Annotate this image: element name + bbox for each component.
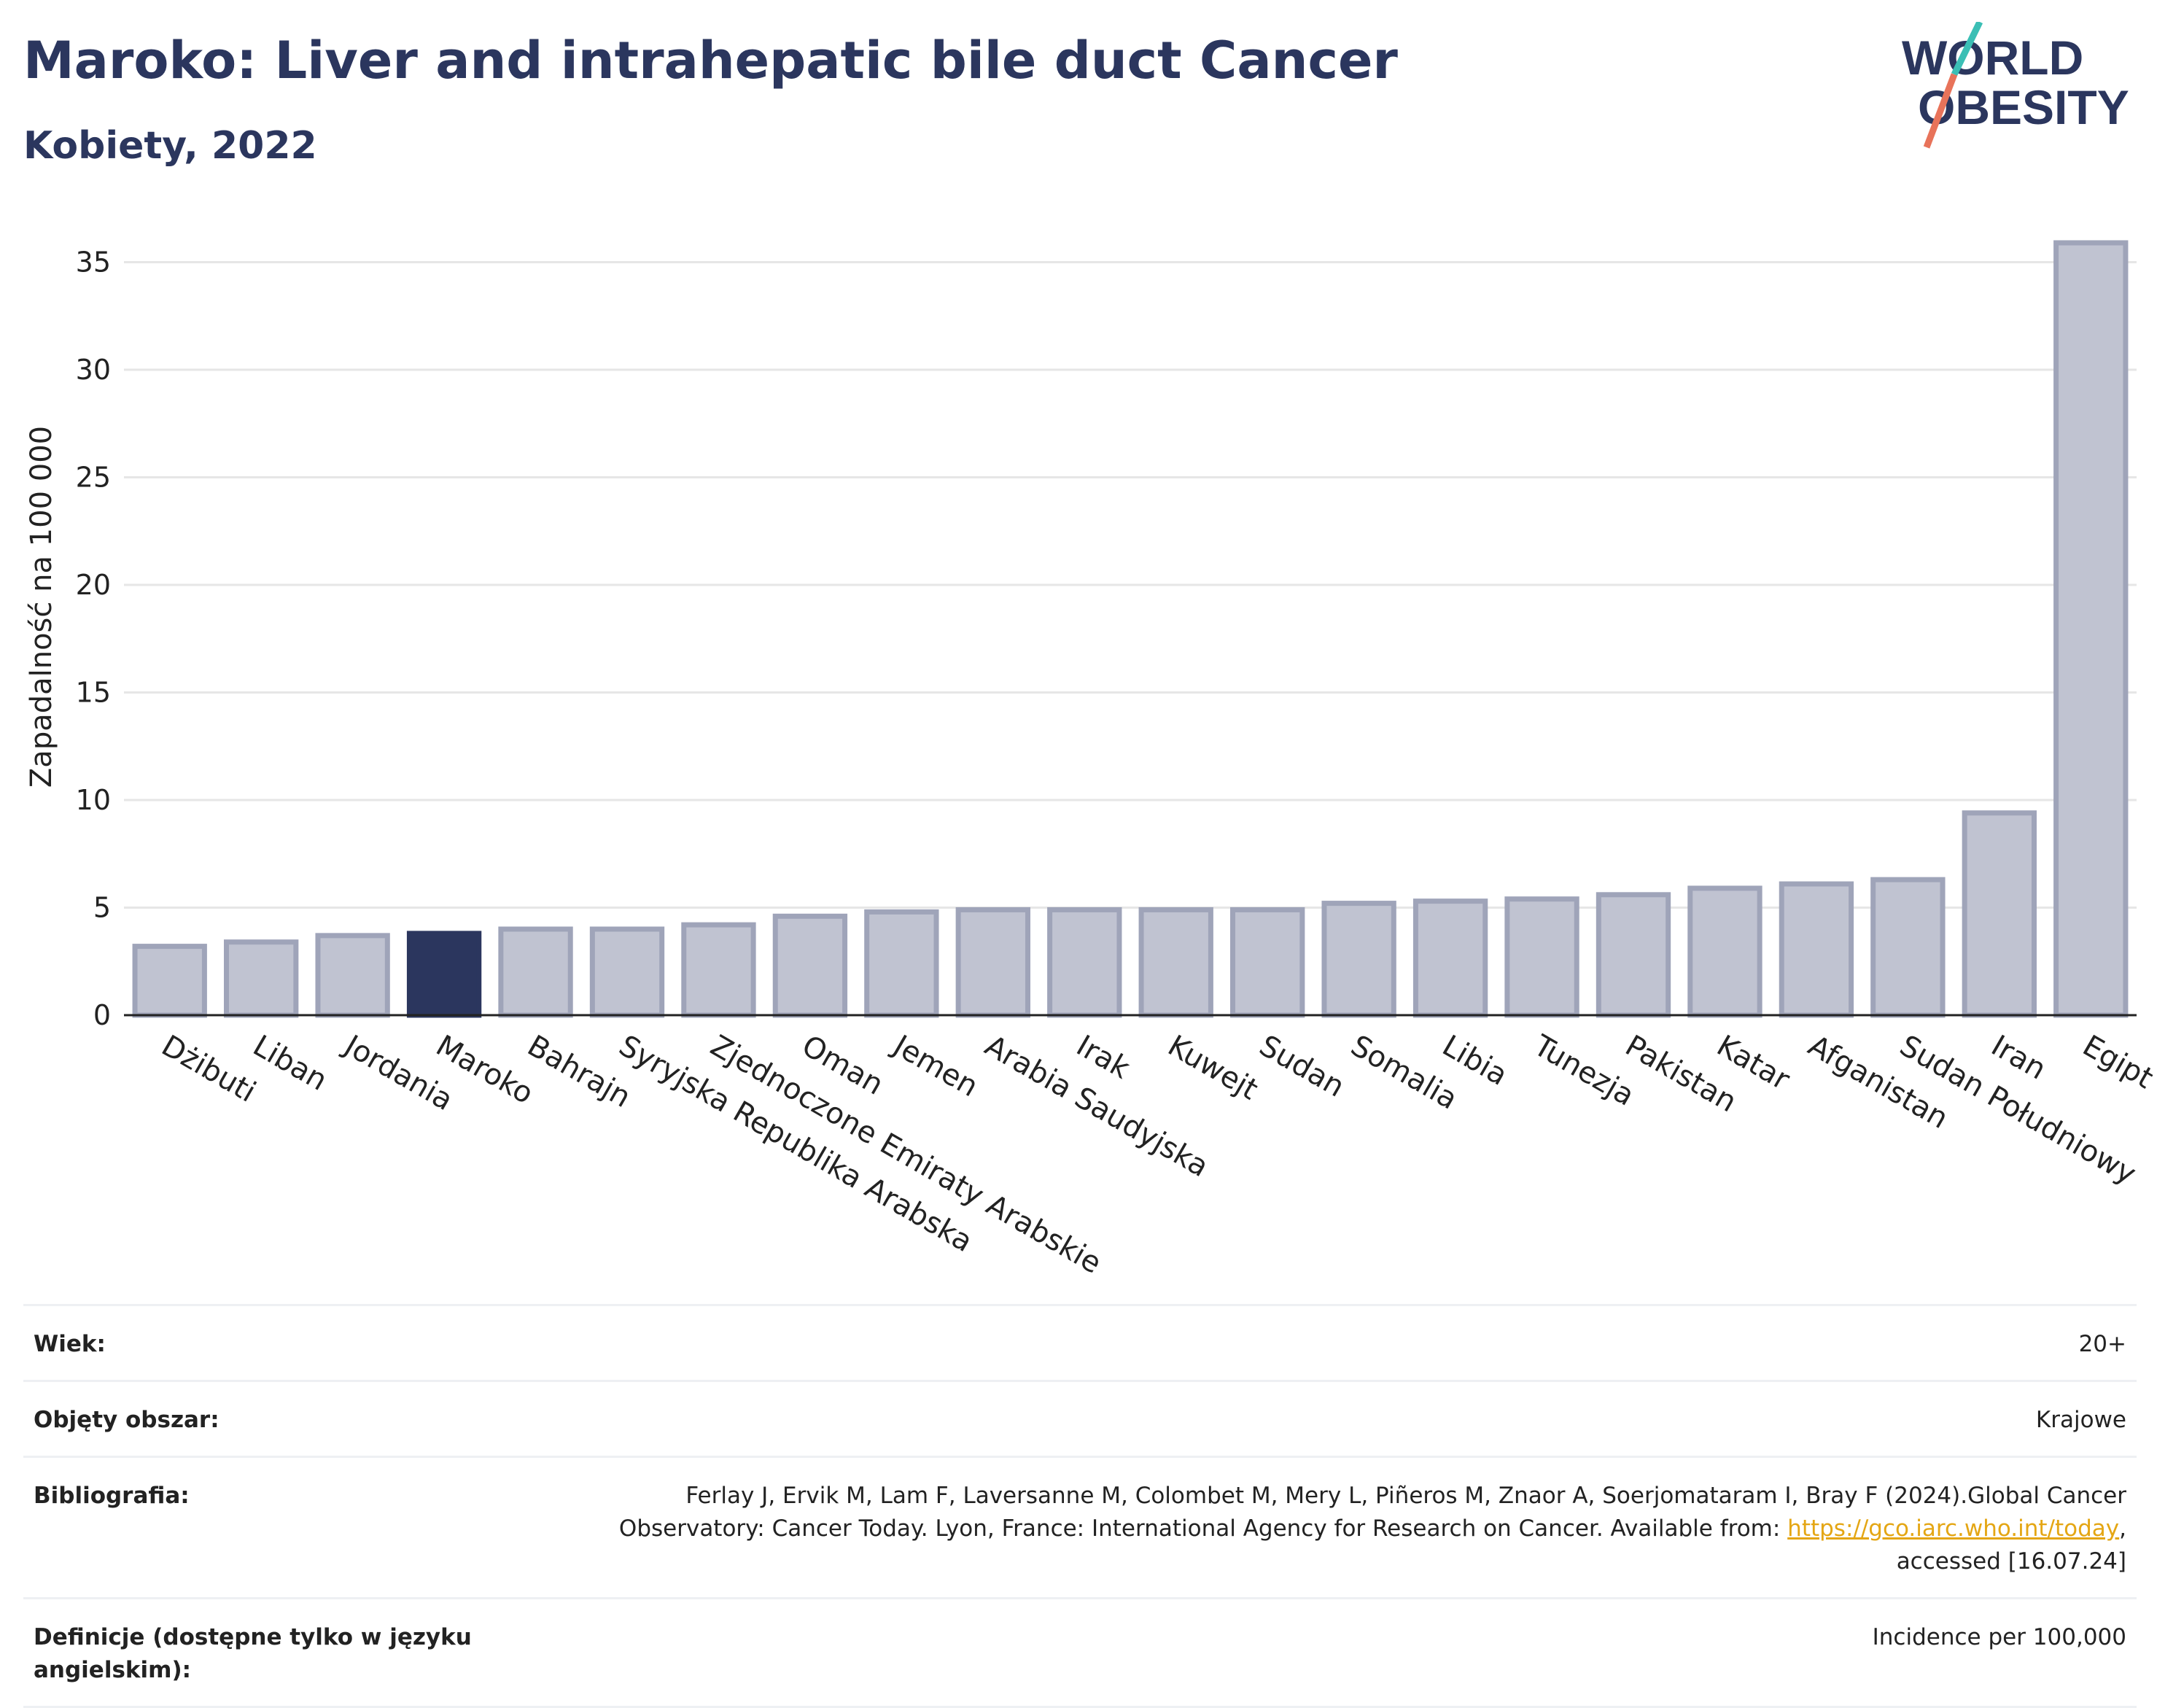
bar-0[interactable] bbox=[132, 944, 207, 1018]
meta-label-age: Wiek: bbox=[34, 1331, 106, 1357]
bar-14[interactable] bbox=[1412, 898, 1488, 1018]
x-tick-label: Bahrajn bbox=[522, 1029, 637, 1114]
world-obesity-logo[interactable]: WORLD OBESITY bbox=[1896, 22, 2144, 153]
y-axis-title: Zapadalność na 100 000 bbox=[25, 426, 58, 788]
bar-6[interactable] bbox=[681, 922, 756, 1018]
bar-8[interactable] bbox=[864, 909, 939, 1018]
x-tick-label: Egipt bbox=[2077, 1029, 2157, 1095]
bar-17[interactable] bbox=[1687, 885, 1762, 1018]
y-tick-label: 5 bbox=[93, 892, 111, 924]
y-tick-label: 0 bbox=[93, 999, 111, 1031]
logo-line-1: WORLD bbox=[1902, 31, 2083, 85]
x-tick-label: Sudan bbox=[1254, 1029, 1350, 1104]
logo-line-2: OBESITY bbox=[1918, 80, 2129, 134]
bar-12[interactable] bbox=[1230, 907, 1305, 1018]
meta-value-definitions: Incidence per 100,000 bbox=[1872, 1623, 2126, 1650]
page-subtitle: Kobiety, 2022 bbox=[23, 124, 317, 168]
bar-10[interactable] bbox=[1047, 907, 1122, 1018]
page-title: Maroko: Liver and intrahepatic bile duct… bbox=[23, 31, 1398, 90]
bar-19[interactable] bbox=[1870, 877, 1946, 1018]
bar-1[interactable] bbox=[224, 939, 299, 1018]
meta-row-bibliography: Bibliografia: Ferlay J, Ervik M, Lam F, … bbox=[23, 1455, 2137, 1597]
x-tick-label: Tunezja bbox=[1528, 1028, 1640, 1112]
y-tick-label: 35 bbox=[76, 247, 111, 279]
meta-row-definitions: Definicje (dostępne tylko w języku angie… bbox=[23, 1596, 2137, 1708]
meta-label-definitions: Definicje (dostępne tylko w języku angie… bbox=[34, 1623, 472, 1683]
bar-18[interactable] bbox=[1779, 881, 1854, 1018]
bar-15[interactable] bbox=[1504, 896, 1579, 1018]
y-tick-label: 30 bbox=[76, 354, 111, 386]
y-tick-label: 20 bbox=[76, 569, 111, 601]
bibliography-link[interactable]: https://gco.iarc.who.int/today bbox=[1787, 1515, 2120, 1542]
y-tick-label: 15 bbox=[76, 677, 111, 709]
x-tick-label: Jemen bbox=[886, 1028, 984, 1103]
meta-value-bibliography: Ferlay J, Ervik M, Lam F, Laversanne M, … bbox=[537, 1480, 2126, 1578]
x-tick-label: Kuwejt bbox=[1162, 1029, 1264, 1107]
meta-row-area: Objęty obszar: Krajowe bbox=[23, 1379, 2137, 1456]
meta-row-age: Wiek: 20+ bbox=[23, 1304, 2137, 1380]
bar-2[interactable] bbox=[315, 933, 390, 1018]
meta-value-area: Krajowe bbox=[2035, 1406, 2126, 1433]
meta-label-bibliography: Bibliografia: bbox=[34, 1482, 190, 1509]
y-tick-label: 10 bbox=[76, 784, 111, 816]
x-tick-label: Liban bbox=[247, 1029, 333, 1098]
bar-5[interactable] bbox=[589, 926, 665, 1018]
bibliography-text: Ferlay J, Ervik M, Lam F, Laversanne M, … bbox=[618, 1482, 2126, 1542]
bar-16[interactable] bbox=[1596, 892, 1671, 1018]
bar-11[interactable] bbox=[1138, 907, 1213, 1018]
y-tick-label: 25 bbox=[76, 462, 111, 494]
bar-13[interactable] bbox=[1321, 901, 1396, 1018]
bar-4[interactable] bbox=[498, 926, 573, 1018]
bar-7[interactable] bbox=[772, 913, 848, 1018]
bar-20[interactable] bbox=[1962, 810, 2037, 1018]
bibliography-accessed: , accessed [16.07.24] bbox=[1896, 1515, 2126, 1575]
meta-value-age: 20+ bbox=[2078, 1331, 2126, 1357]
metadata-table: Wiek: 20+ Objęty obszar: Krajowe Bibliog… bbox=[23, 1304, 2137, 1708]
bar-21[interactable] bbox=[2053, 240, 2129, 1018]
bar-3[interactable] bbox=[406, 931, 482, 1018]
x-tick-label: Dżibuti bbox=[156, 1029, 262, 1109]
bar-chart: 0 5 10 15 20 25 30 35 Zapadalność na 100 000 Dżib… bbox=[25, 240, 2157, 1281]
logo-slash-top bbox=[1951, 22, 1983, 76]
meta-label-area: Objęty obszar: bbox=[34, 1406, 219, 1433]
bar-9[interactable] bbox=[955, 907, 1030, 1018]
logo-slash-bottom bbox=[1923, 73, 1958, 149]
